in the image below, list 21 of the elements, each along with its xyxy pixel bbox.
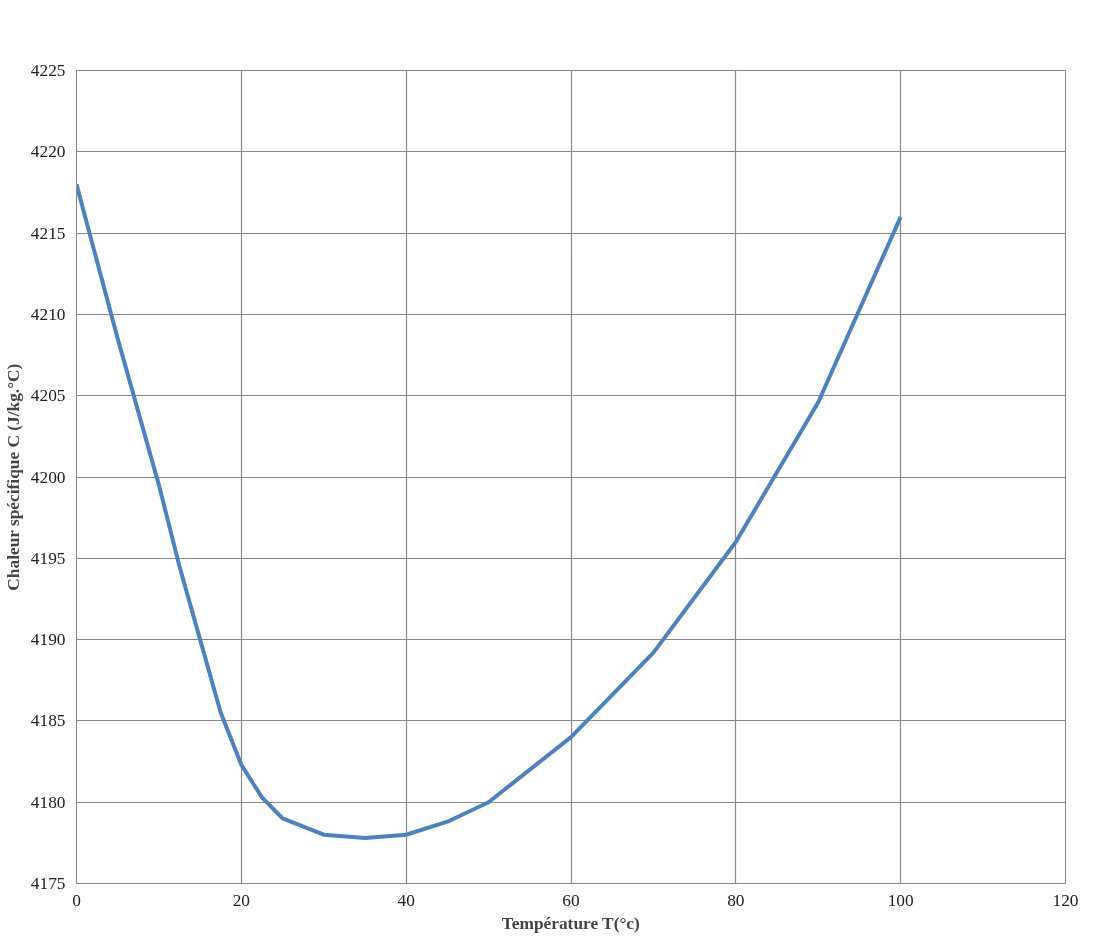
y-tick-label: 4190 [30, 630, 66, 650]
y-tick-label: 4185 [30, 711, 66, 731]
x-tick-label: 40 [397, 890, 415, 910]
y-tick-label: 4200 [30, 467, 66, 487]
y-tick-label: 4195 [30, 548, 66, 568]
y-tick-label: 4205 [30, 386, 66, 406]
x-tick-label: 80 [727, 890, 745, 910]
x-tick-label: 100 [887, 890, 914, 910]
y-tick-label: 4175 [30, 874, 66, 893]
y-tick-label: 4180 [30, 792, 66, 812]
y-tick-label: 4215 [30, 223, 66, 243]
line-series [76, 182, 903, 840]
x-tick-label: 120 [1052, 890, 1079, 910]
x-tick-label: 0 [72, 890, 81, 910]
y-axis-title: Chaleur spécifique C (J/kg.°C) [3, 363, 23, 591]
x-tick-label: 60 [562, 890, 580, 910]
x-axis-title: Température T(°c) [501, 913, 641, 933]
y-tick-label: 4220 [30, 142, 66, 162]
x-tick-label: 20 [232, 890, 250, 910]
y-tick-label: 4225 [30, 61, 66, 80]
y-tick-label: 4210 [30, 304, 66, 324]
